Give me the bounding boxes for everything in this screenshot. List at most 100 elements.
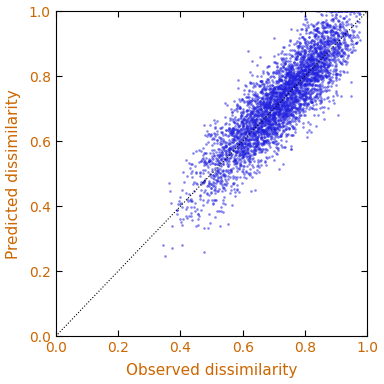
Point	[229, 116, 235, 122]
Point	[321, 66, 327, 72]
Point	[212, 161, 218, 167]
Point	[257, 89, 263, 95]
Point	[295, 98, 301, 104]
Point	[323, 29, 329, 35]
Point	[260, 139, 266, 146]
Point	[318, 62, 324, 68]
Point	[290, 86, 296, 93]
Point	[272, 129, 278, 135]
Point	[234, 101, 240, 108]
Point	[218, 125, 224, 131]
Point	[298, 92, 304, 98]
Point	[266, 99, 272, 105]
Point	[243, 120, 249, 126]
Point	[301, 72, 307, 78]
Point	[230, 130, 236, 136]
Point	[291, 82, 297, 88]
Point	[328, 50, 334, 56]
Point	[230, 136, 236, 142]
Point	[283, 67, 289, 73]
Point	[317, 45, 323, 51]
Point	[248, 108, 254, 114]
Point	[307, 93, 313, 99]
Point	[247, 159, 253, 166]
Point	[296, 35, 302, 41]
Point	[258, 134, 264, 140]
Point	[337, 68, 343, 74]
Point	[231, 130, 237, 136]
Point	[269, 91, 275, 98]
Point	[280, 86, 286, 92]
Point	[321, 56, 327, 62]
Point	[280, 109, 286, 115]
Point	[273, 103, 280, 109]
Point	[195, 210, 201, 217]
Point	[261, 113, 267, 119]
Point	[290, 98, 296, 104]
Point	[266, 116, 272, 122]
Point	[275, 117, 281, 123]
Point	[225, 126, 232, 132]
Point	[191, 189, 197, 195]
Point	[231, 137, 237, 144]
Point	[333, 89, 339, 96]
Point	[318, 68, 324, 74]
Point	[247, 78, 253, 84]
Point	[286, 125, 292, 131]
Point	[310, 90, 316, 96]
Point	[317, 38, 323, 44]
Point	[301, 96, 307, 102]
Point	[204, 183, 210, 189]
Point	[350, 31, 356, 38]
Point	[237, 161, 243, 167]
Point	[248, 131, 255, 137]
Point	[320, 76, 326, 83]
Point	[266, 111, 272, 118]
Point	[211, 173, 217, 179]
Point	[301, 81, 308, 87]
Point	[196, 147, 202, 154]
Point	[276, 127, 283, 133]
Point	[324, 40, 331, 46]
Point	[305, 71, 311, 77]
Point	[287, 81, 293, 87]
Point	[270, 103, 276, 109]
Point	[264, 98, 270, 104]
Point	[303, 81, 309, 87]
Point	[267, 121, 273, 127]
Point	[288, 106, 294, 112]
Point	[277, 106, 283, 112]
Point	[286, 42, 292, 48]
Point	[271, 124, 278, 130]
Point	[209, 136, 215, 142]
Point	[291, 95, 297, 101]
Point	[268, 107, 274, 113]
Point	[240, 109, 247, 115]
Point	[243, 117, 249, 123]
Point	[202, 176, 209, 182]
Point	[274, 84, 280, 90]
Point	[265, 104, 271, 110]
Point	[281, 103, 287, 109]
Point	[197, 207, 204, 213]
Point	[218, 157, 224, 164]
Point	[306, 65, 312, 71]
Point	[290, 73, 296, 79]
Point	[351, 10, 357, 16]
Point	[319, 55, 325, 61]
Point	[283, 58, 290, 64]
Point	[284, 79, 290, 86]
Point	[307, 57, 313, 63]
Point	[254, 136, 260, 142]
Point	[316, 100, 323, 106]
Point	[223, 156, 229, 162]
Point	[331, 59, 338, 65]
Point	[286, 74, 293, 80]
Point	[335, 46, 341, 53]
Point	[305, 80, 311, 86]
Point	[266, 110, 272, 116]
Point	[316, 69, 323, 75]
Point	[264, 79, 270, 86]
Point	[297, 80, 303, 86]
Point	[321, 57, 327, 63]
